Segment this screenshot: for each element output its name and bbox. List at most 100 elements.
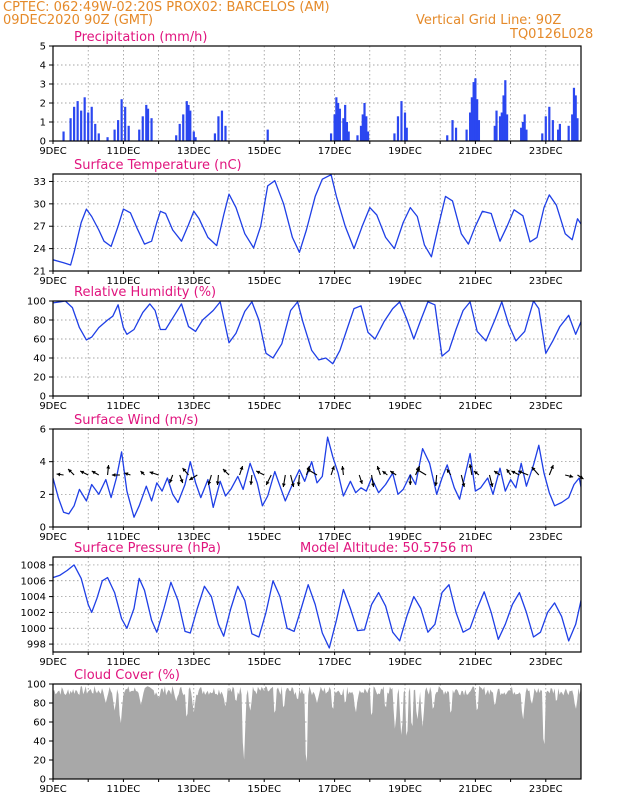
panel4-xtick-label: 9DEC bbox=[39, 532, 66, 543]
wind-vector-head bbox=[56, 472, 61, 477]
panel1-xtick-label: 23DEC bbox=[529, 146, 563, 157]
panel1-xtick-label: 11DEC bbox=[107, 146, 141, 157]
panel3-xtick-label: 17DEC bbox=[318, 401, 352, 412]
precip-bar bbox=[551, 120, 554, 141]
panel4-ytick-label: 2 bbox=[40, 490, 46, 501]
panel3-xtick-label: 11DEC bbox=[107, 401, 141, 412]
precip-bar bbox=[189, 110, 192, 141]
panel4-xtick-label: 13DEC bbox=[177, 532, 211, 543]
precip-bar bbox=[576, 118, 579, 141]
panel1-ytick-label: 4 bbox=[40, 61, 46, 72]
precip-bar bbox=[69, 118, 72, 141]
panel4-ytick-label: 0 bbox=[40, 523, 46, 534]
panel6-frame bbox=[52, 683, 582, 780]
precip-bar bbox=[62, 131, 65, 141]
wind-vector-head bbox=[239, 466, 244, 470]
wind-vector-head bbox=[376, 466, 381, 470]
precip-bar bbox=[220, 110, 224, 141]
panel3-xtick-label: 9DEC bbox=[39, 401, 66, 412]
panel6-ytick-label: 100 bbox=[27, 680, 46, 691]
wind-vector-head bbox=[307, 469, 311, 473]
panel5-ytick-label: 1004 bbox=[21, 592, 46, 603]
precip-bar bbox=[76, 101, 79, 141]
panel2-xtick-label: 23DEC bbox=[529, 276, 563, 287]
precip-bar bbox=[87, 112, 90, 141]
panel3-xtick-label: 15DEC bbox=[247, 401, 281, 412]
precip-bar bbox=[474, 78, 477, 141]
panel2-xtick-label: 11DEC bbox=[107, 276, 141, 287]
panel4-frame bbox=[52, 428, 582, 528]
precip-bar bbox=[97, 133, 100, 141]
precip-bar bbox=[182, 114, 185, 141]
wind-vector-head bbox=[461, 483, 466, 487]
panel5-ytick-label: 1002 bbox=[21, 608, 46, 619]
header-code: TQ0126L028 bbox=[510, 27, 594, 42]
panel6-xtick-label: 19DEC bbox=[388, 784, 422, 795]
wind-vector-head bbox=[140, 471, 145, 475]
panel2-xtick-label: 15DEC bbox=[247, 276, 281, 287]
panel1-ytick-label: 5 bbox=[40, 42, 46, 53]
precip-bar bbox=[146, 108, 150, 141]
panel2-frame bbox=[52, 173, 582, 272]
precip-bar bbox=[94, 123, 97, 141]
panel6-xtick-label: 13DEC bbox=[177, 784, 211, 795]
panel3-ytick-label: 100 bbox=[27, 297, 46, 308]
panel1-ytick-label: 0 bbox=[40, 137, 46, 148]
wind-vector-head bbox=[106, 465, 111, 469]
panel3-xtick-label: 23DEC bbox=[529, 401, 563, 412]
panel6-xtick-label: 23DEC bbox=[529, 784, 563, 795]
precip-bar bbox=[127, 125, 130, 141]
panel5-title: Surface Pressure (hPa) bbox=[74, 541, 221, 556]
panel5-xtick-label: 9DEC bbox=[39, 657, 66, 668]
panel3-xtick-label: 21DEC bbox=[459, 401, 493, 412]
header-vertical-grid: Vertical Grid Line: 90Z bbox=[416, 13, 562, 28]
wind-vector-head bbox=[182, 468, 187, 472]
wind-vector-head bbox=[149, 471, 154, 475]
precip-bar bbox=[361, 114, 364, 141]
precip-bar bbox=[521, 122, 525, 141]
panel6-xtick-label: 9DEC bbox=[39, 784, 66, 795]
panel6-ytick-label: 20 bbox=[33, 756, 46, 767]
precip-bar bbox=[505, 114, 509, 141]
precip-bar bbox=[366, 131, 370, 141]
wind-vector-head bbox=[550, 465, 554, 469]
wind-vector-head bbox=[266, 481, 270, 485]
panel4-xtick-label: 11DEC bbox=[107, 532, 141, 543]
panel4-xtick-label: 17DEC bbox=[318, 532, 352, 543]
precip-bar bbox=[337, 103, 340, 141]
panel1-ytick-label: 1 bbox=[40, 118, 46, 129]
precip-bar bbox=[572, 87, 576, 141]
panel2-title: Surface Temperature (nC) bbox=[74, 158, 242, 173]
wind-vector-head bbox=[215, 481, 220, 485]
panel5-ytick-label: 1000 bbox=[21, 624, 46, 635]
precip-bar bbox=[178, 123, 181, 141]
panel3-ytick-label: 40 bbox=[33, 354, 46, 365]
precip-bar bbox=[329, 133, 333, 141]
wind-vector-head bbox=[179, 479, 184, 483]
header-date: 09DEC2020 90Z (GMT) bbox=[3, 13, 154, 28]
precip-bar bbox=[124, 106, 127, 141]
precip-bar bbox=[141, 116, 144, 141]
precip-bar bbox=[345, 122, 349, 141]
panel1-title: Precipitation (mm/h) bbox=[74, 30, 207, 45]
panel5-xtick-label: 21DEC bbox=[459, 657, 493, 668]
precip-bar bbox=[213, 133, 217, 141]
wind-vector-head bbox=[489, 483, 494, 487]
wind-vector-head bbox=[249, 481, 254, 485]
wind-vector-head bbox=[569, 474, 574, 478]
panel4-ytick-label: 4 bbox=[40, 457, 46, 468]
wind-vector-head bbox=[91, 471, 96, 475]
precip-bar bbox=[106, 137, 109, 141]
panel4-xtick-label: 21DEC bbox=[459, 532, 493, 543]
precip-bar bbox=[342, 118, 345, 141]
precip-bar bbox=[571, 114, 574, 141]
wind-vector-head bbox=[189, 476, 194, 480]
wind-vector-head bbox=[473, 471, 478, 475]
wind-vector-head bbox=[207, 481, 212, 485]
panel4-ytick-label: 6 bbox=[40, 425, 46, 436]
panel6-xtick-label: 21DEC bbox=[459, 784, 493, 795]
precip-bar bbox=[333, 114, 336, 141]
wind-vector-head bbox=[511, 470, 516, 475]
panel4-xtick-label: 19DEC bbox=[388, 532, 422, 543]
